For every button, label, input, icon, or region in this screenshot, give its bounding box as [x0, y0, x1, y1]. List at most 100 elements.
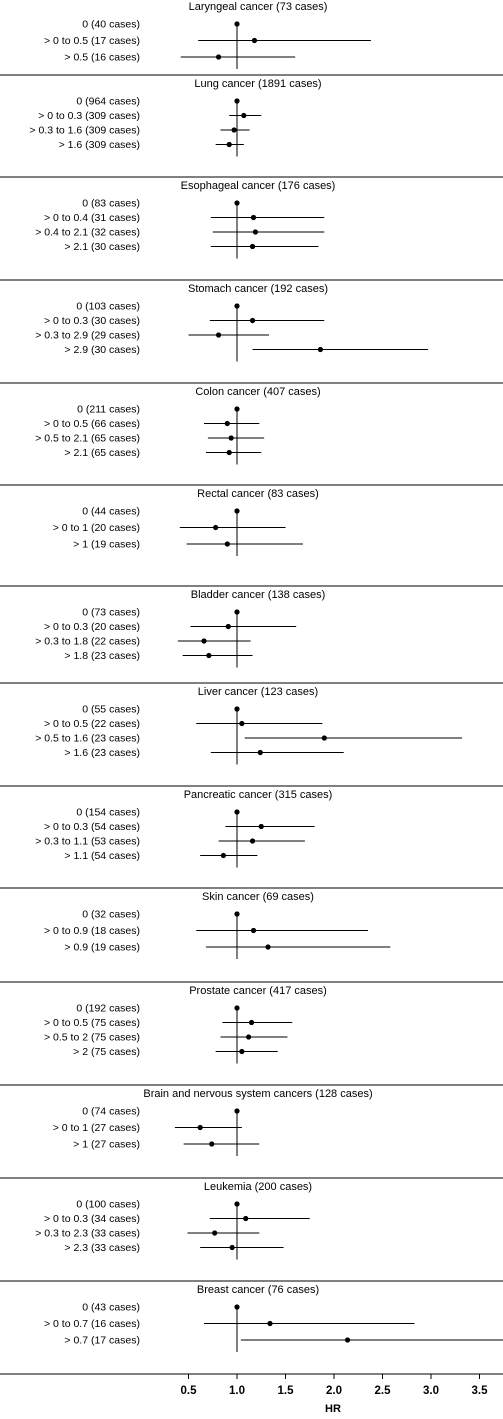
- hr-point: [213, 524, 219, 531]
- hr-point: [228, 435, 234, 441]
- row-label: 0 (103 cases): [76, 301, 140, 313]
- hr-point: [241, 112, 247, 119]
- hr-point: [234, 706, 240, 712]
- row-label: 0 (32 cases): [82, 909, 140, 921]
- panel: Stomach cancer (192 cases) 0 (103 cases) >…: [0, 283, 503, 384]
- row-label: > 0 to 0.4 (31 cases): [44, 212, 140, 224]
- x-tick-label: 1.5: [278, 1385, 295, 1397]
- hr-point: [215, 54, 222, 60]
- panel: Leukemia (200 cases) 0 (100 cases) > 0 to …: [0, 1181, 503, 1282]
- hr-point: [234, 1304, 240, 1310]
- x-tick-label: 2.5: [375, 1385, 392, 1397]
- hr-point: [234, 911, 240, 917]
- hr-point: [239, 720, 245, 727]
- row-label: 0 (83 cases): [82, 198, 140, 210]
- hr-point: [234, 21, 240, 27]
- row-label: 0 (40 cases): [82, 19, 140, 31]
- row-label: > 0.5 to 2.1 (65 cases): [35, 433, 140, 445]
- row-label: > 0.3 to 1.1 (53 cases): [35, 836, 140, 848]
- hr-point: [267, 1320, 273, 1327]
- panel: Bladder cancer (138 cases) 0 (73 cases) > …: [0, 589, 503, 684]
- hr-point: [252, 229, 259, 235]
- row-label: > 1.8 (23 cases): [64, 650, 140, 662]
- row-label: > 0 to 0.5 (17 cases): [44, 35, 140, 47]
- row-label: > 0.9 (19 cases): [64, 942, 140, 954]
- row-label: > 1.1 (54 cases): [64, 850, 140, 862]
- hr-point: [220, 852, 227, 859]
- panel: Laryngeal cancer (73 cases) 0 (40 cases) >…: [0, 1, 503, 76]
- hr-point: [251, 37, 258, 44]
- hr-point: [234, 406, 240, 412]
- panel-title: Esophageal cancer (176 cases): [181, 180, 336, 192]
- hr-point: [265, 944, 271, 950]
- hr-point: [249, 317, 256, 324]
- row-label: > 0 to 0.5 (66 cases): [44, 418, 140, 430]
- row-label: > 0.4 to 2.1 (32 cases): [35, 227, 140, 239]
- row-label: > 1.6 (23 cases): [64, 747, 140, 759]
- row-label: 0 (964 cases): [76, 96, 140, 108]
- hr-point: [239, 1048, 245, 1055]
- panel-title: Colon cancer (407 cases): [195, 386, 320, 398]
- x-axis-title: HR: [325, 1403, 341, 1415]
- hr-point: [215, 332, 222, 338]
- row-label: 0 (154 cases): [76, 807, 140, 819]
- panel: Rectal cancer (83 cases) 0 (44 cases) > 0 …: [0, 488, 503, 587]
- panel: Lung cancer (1891 cases) 0 (964 cases) > 0…: [0, 78, 503, 178]
- row-label: 0 (100 cases): [76, 1199, 140, 1211]
- row-label: > 2.9 (30 cases): [64, 344, 140, 356]
- row-label: > 0.5 (16 cases): [64, 52, 140, 64]
- panel: Brain and nervous system cancers (128 ca…: [0, 1088, 503, 1179]
- hr-point: [243, 1215, 249, 1222]
- row-label: > 0 to 0.3 (54 cases): [44, 821, 140, 833]
- hr-point: [234, 200, 240, 206]
- panel-title: Pancreatic cancer (315 cases): [184, 789, 333, 801]
- row-label: > 1 (27 cases): [73, 1139, 140, 1151]
- panel-title: Prostate cancer (417 cases): [189, 985, 327, 997]
- hr-point: [201, 638, 207, 644]
- panel-title: Breast cancer (76 cases): [197, 1284, 319, 1296]
- hr-point: [248, 1019, 255, 1026]
- x-axis: 0.5 1.0 1.5 2.0 2.5 3.0 3.5 HR: [181, 1374, 489, 1415]
- row-label: 0 (74 cases): [82, 1106, 140, 1118]
- hr-point: [209, 1141, 215, 1147]
- x-tick-label: 3.5: [472, 1385, 489, 1397]
- hr-point: [249, 838, 256, 844]
- panel-title: Liver cancer (123 cases): [198, 686, 318, 698]
- x-tick-label: 0.5: [181, 1385, 198, 1397]
- x-tick-label: 1.0: [229, 1385, 245, 1397]
- row-label: > 0 to 1 (20 cases): [53, 522, 140, 534]
- row-label: > 0 to 0.3 (30 cases): [44, 315, 140, 327]
- forest-panels: Laryngeal cancer (73 cases) 0 (40 cases) >…: [0, 1, 503, 1375]
- row-label: > 1.6 (309 cases): [59, 139, 140, 151]
- row-label: > 0.3 to 1.8 (22 cases): [35, 636, 140, 648]
- hr-point: [234, 609, 240, 615]
- hr-point: [234, 809, 240, 815]
- hr-point: [250, 214, 257, 221]
- row-label: 0 (211 cases): [77, 404, 140, 416]
- hr-point: [224, 420, 230, 427]
- hr-point: [212, 1230, 218, 1236]
- panel-title: Leukemia (200 cases): [204, 1181, 312, 1193]
- x-tick-label: 2.0: [326, 1385, 342, 1397]
- hr-point: [234, 508, 240, 514]
- hr-point: [197, 1124, 203, 1131]
- row-label: > 0.3 to 2.9 (29 cases): [35, 330, 140, 342]
- row-label: 0 (43 cases): [82, 1302, 140, 1314]
- hr-point: [317, 346, 324, 353]
- panel: Pancreatic cancer (315 cases) 0 (154 case…: [0, 789, 503, 889]
- hr-point: [226, 449, 232, 456]
- hr-point: [234, 1005, 240, 1011]
- row-label: > 0 to 0.5 (75 cases): [44, 1017, 140, 1029]
- panel: Esophageal cancer (176 cases) 0 (83 cases…: [0, 180, 503, 281]
- panel: Colon cancer (407 cases) 0 (211 cases) > 0…: [0, 386, 503, 486]
- hr-point: [249, 243, 256, 250]
- panel: Breast cancer (76 cases) 0 (43 cases) > 0 …: [0, 1284, 503, 1375]
- panel-title: Stomach cancer (192 cases): [188, 283, 328, 295]
- panel: Skin cancer (69 cases) 0 (32 cases) > 0 to…: [0, 891, 503, 983]
- hr-point: [206, 652, 212, 659]
- panel-title: Lung cancer (1891 cases): [194, 78, 321, 90]
- hr-point: [246, 1034, 252, 1040]
- row-label: > 2.3 (33 cases): [64, 1242, 140, 1254]
- row-label: > 2 (75 cases): [73, 1046, 140, 1058]
